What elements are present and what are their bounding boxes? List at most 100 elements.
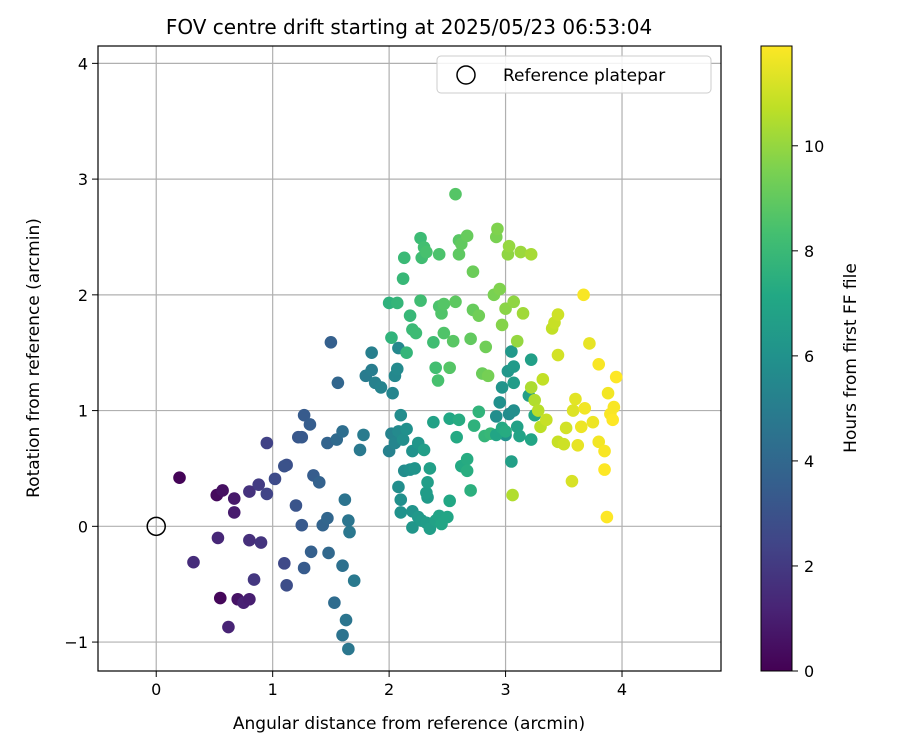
data-point bbox=[460, 464, 474, 478]
data-point bbox=[278, 557, 291, 570]
data-point bbox=[213, 591, 227, 605]
data-point bbox=[227, 506, 241, 519]
data-point bbox=[243, 533, 256, 547]
data-point bbox=[443, 494, 456, 508]
y-axis-label: Rotation from reference (arcmin) bbox=[24, 218, 44, 498]
data-point bbox=[449, 295, 462, 309]
plot-frame bbox=[97, 45, 722, 672]
data-point bbox=[441, 510, 454, 524]
data-point bbox=[216, 484, 229, 497]
data-point bbox=[460, 229, 474, 243]
data-point bbox=[431, 374, 445, 387]
data-point bbox=[551, 308, 565, 321]
data-point bbox=[577, 288, 590, 302]
data-point bbox=[437, 326, 451, 340]
data-point bbox=[514, 245, 528, 259]
data-point bbox=[336, 628, 349, 642]
data-point bbox=[499, 425, 512, 438]
data-point bbox=[601, 386, 615, 400]
data-point bbox=[386, 386, 399, 400]
data-point bbox=[408, 462, 422, 475]
data-point bbox=[406, 521, 419, 534]
data-point bbox=[331, 376, 345, 390]
data-point bbox=[600, 510, 614, 524]
y-tick-label: 4 bbox=[78, 54, 88, 73]
data-point bbox=[466, 265, 480, 278]
data-point bbox=[280, 579, 293, 592]
data-point bbox=[566, 404, 580, 417]
data-point bbox=[357, 428, 370, 442]
data-point bbox=[524, 248, 538, 261]
data-point bbox=[324, 335, 338, 349]
x-tick-label: 1 bbox=[268, 680, 278, 699]
data-point bbox=[531, 404, 545, 417]
colorbar-tick-label: 6 bbox=[804, 347, 814, 366]
y-tick-label: 1 bbox=[78, 402, 88, 421]
data-point bbox=[472, 405, 486, 419]
data-point bbox=[510, 334, 524, 348]
colorbar-label: Hours from first FF file bbox=[841, 263, 861, 453]
data-point bbox=[505, 455, 518, 468]
data-point bbox=[394, 408, 408, 422]
data-point bbox=[304, 545, 318, 559]
data-point bbox=[339, 613, 353, 627]
data-point bbox=[464, 332, 477, 346]
data-point bbox=[227, 492, 241, 505]
colorbar bbox=[760, 45, 793, 672]
data-point bbox=[449, 187, 462, 201]
data-point bbox=[385, 331, 398, 344]
data-point bbox=[495, 381, 509, 394]
y-tick-label: −1 bbox=[64, 633, 88, 652]
data-point bbox=[328, 596, 341, 610]
data-point bbox=[481, 369, 495, 383]
data-point bbox=[392, 480, 405, 494]
data-point bbox=[342, 642, 355, 656]
data-point bbox=[421, 476, 434, 489]
data-point bbox=[507, 295, 521, 309]
data-point bbox=[452, 413, 466, 427]
data-point bbox=[243, 592, 256, 606]
data-point bbox=[403, 309, 417, 322]
data-point bbox=[394, 506, 408, 519]
data-point bbox=[427, 415, 440, 429]
data-point bbox=[528, 393, 541, 407]
data-point bbox=[400, 346, 413, 360]
data-point bbox=[338, 493, 352, 507]
data-point bbox=[396, 272, 410, 285]
data-point bbox=[607, 400, 621, 414]
data-point bbox=[506, 488, 519, 502]
data-point bbox=[516, 307, 530, 320]
data-point bbox=[460, 452, 474, 466]
data-point bbox=[443, 412, 456, 425]
data-point bbox=[312, 476, 326, 489]
data-point bbox=[187, 555, 200, 569]
data-point bbox=[322, 546, 335, 560]
data-point bbox=[289, 499, 303, 512]
data-point bbox=[540, 413, 553, 427]
data-point bbox=[493, 396, 507, 409]
data-point bbox=[390, 362, 404, 376]
data-point bbox=[420, 245, 433, 259]
data-point bbox=[397, 251, 411, 265]
data-point bbox=[583, 337, 596, 350]
colorbar-tick-label: 2 bbox=[804, 557, 814, 576]
data-point bbox=[505, 345, 518, 358]
data-point bbox=[569, 392, 582, 406]
data-point bbox=[254, 536, 268, 549]
data-point bbox=[551, 348, 565, 362]
reference-platepar-marker bbox=[146, 516, 166, 537]
data-point bbox=[427, 335, 440, 349]
data-point bbox=[343, 525, 356, 539]
data-point bbox=[502, 239, 516, 253]
data-point bbox=[342, 514, 355, 527]
data-point bbox=[507, 404, 521, 417]
data-point bbox=[365, 346, 378, 360]
data-point bbox=[536, 373, 550, 386]
data-point bbox=[507, 360, 521, 373]
data-point bbox=[260, 436, 274, 450]
data-point bbox=[437, 297, 451, 311]
data-point bbox=[278, 459, 291, 473]
data-point bbox=[479, 340, 493, 354]
grid-lines bbox=[98, 46, 721, 671]
data-point bbox=[353, 443, 367, 457]
